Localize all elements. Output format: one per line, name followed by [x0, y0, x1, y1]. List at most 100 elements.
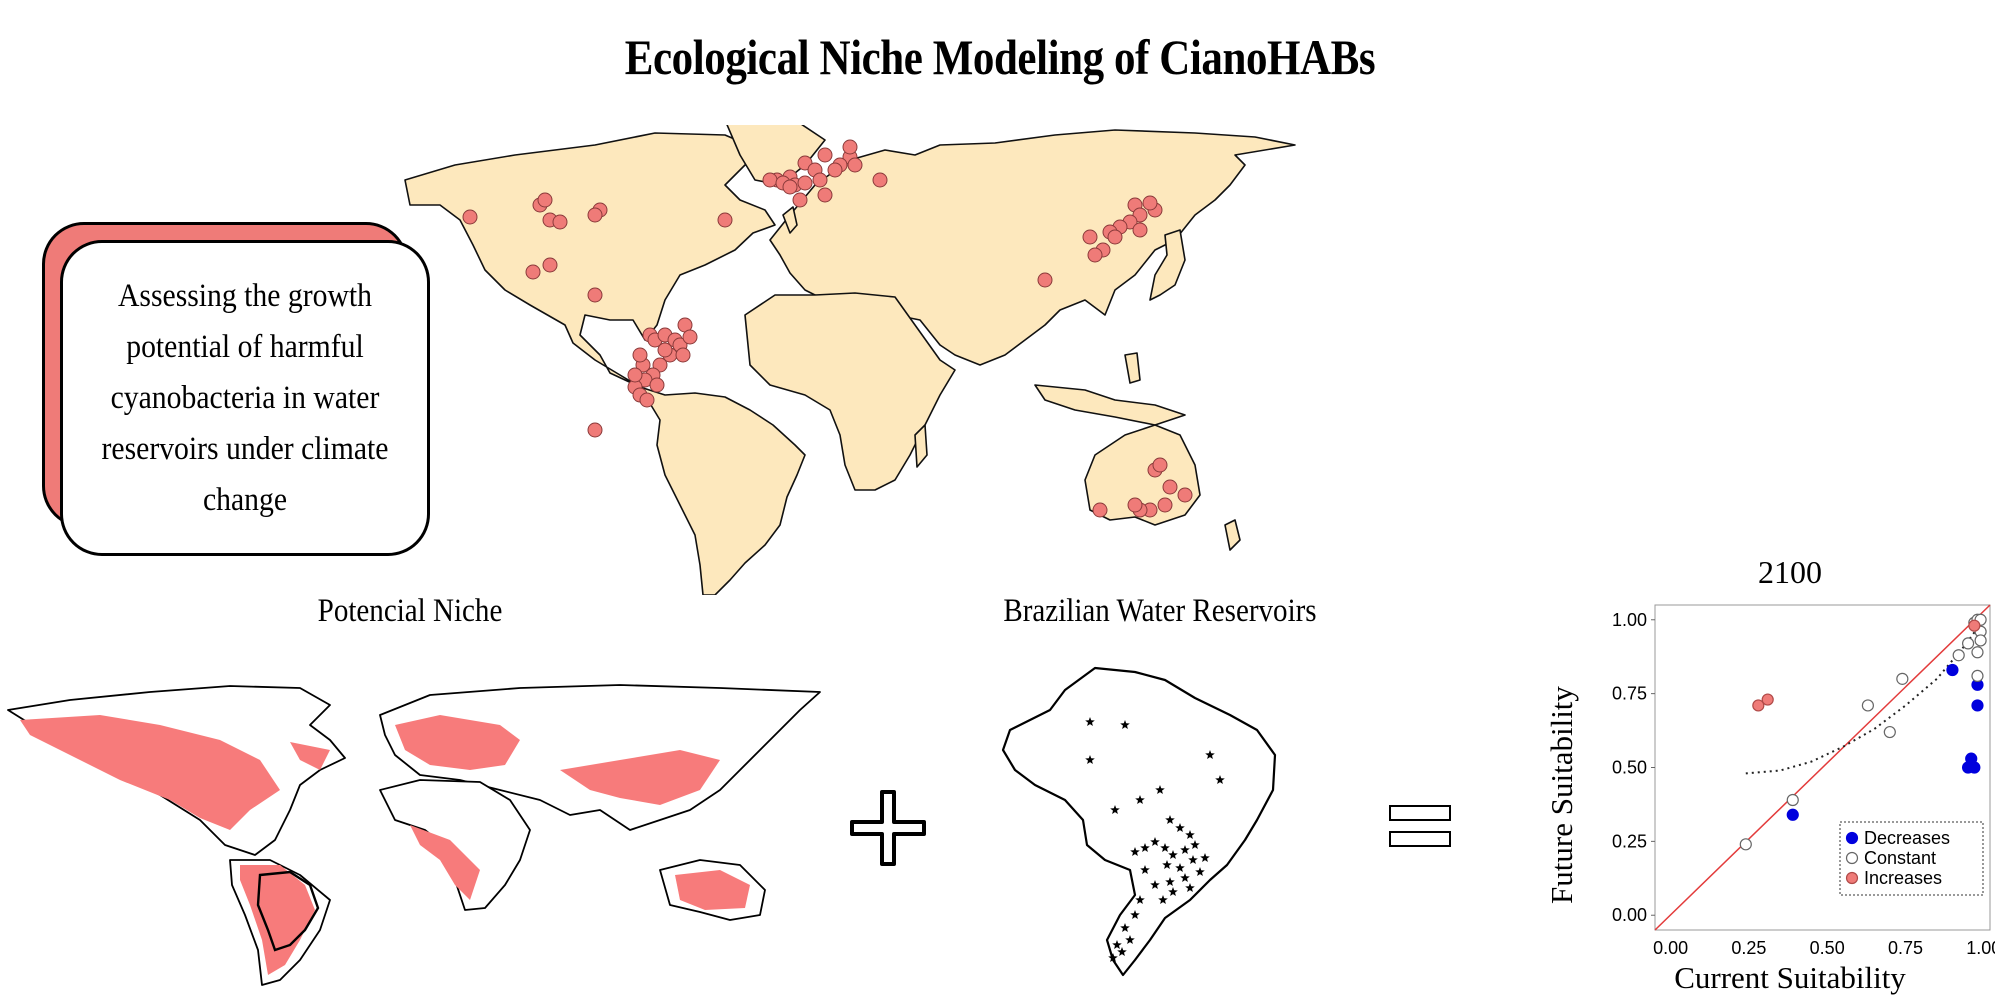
occurrence-point — [827, 162, 843, 178]
callout-text: Assessing the growth potential of harmfu… — [101, 277, 389, 518]
x-tick-label: 0.75 — [1888, 938, 1923, 958]
occurrence-point — [587, 422, 603, 438]
occurrence-point — [675, 347, 691, 363]
occurrence-point — [792, 192, 808, 208]
reservoir-star — [1150, 880, 1160, 889]
reservoir-star — [1165, 877, 1175, 886]
y-tick-label: 0.00 — [1612, 905, 1647, 925]
reservoir-star — [1185, 883, 1195, 892]
occurrence-point — [717, 212, 733, 228]
reservoirs-panel-title: Brazilian Water Reservoirs — [1003, 593, 1317, 629]
point-constant — [1974, 634, 1987, 647]
reservoir-star — [1150, 837, 1160, 846]
point-constant — [1952, 649, 1965, 662]
reservoir-star — [1085, 755, 1095, 764]
occurrence-point — [812, 172, 828, 188]
y-axis-label: Future Suitability — [1544, 686, 1579, 904]
reservoir-star — [1135, 895, 1145, 904]
occurrence-point — [682, 329, 698, 345]
occurrence-point — [1092, 502, 1108, 518]
occurrence-point — [587, 207, 603, 223]
chart-title: 2100 — [1758, 554, 1822, 590]
point-constant — [1883, 725, 1896, 739]
reservoir-star — [1168, 887, 1178, 896]
reservoir-star — [1085, 717, 1095, 726]
point-decreases — [1946, 663, 1959, 677]
world-landmass — [404, 125, 1296, 595]
point-constant — [1739, 838, 1752, 851]
occurrence-point — [649, 377, 665, 393]
occurrence-point — [552, 214, 568, 230]
occurrence-point — [537, 192, 553, 208]
occurrence-point — [542, 257, 558, 273]
occurrence-point — [627, 367, 643, 383]
reservoir-star — [1165, 815, 1175, 824]
reservoir-star — [1108, 953, 1118, 962]
occurrence-point — [1037, 272, 1053, 288]
reservoir-star — [1180, 873, 1190, 882]
page-title: Ecological Niche Modeling of CianoHABs — [624, 29, 1376, 85]
legend-label: Decreases — [1864, 828, 1950, 848]
reservoir-star — [1130, 847, 1140, 856]
niche-panel-title: Potencial Niche — [317, 593, 503, 629]
occurrence-point — [525, 264, 541, 280]
reservoir-star — [1160, 843, 1170, 852]
reservoir-star — [1112, 940, 1122, 949]
reservoir-star — [1158, 895, 1168, 904]
point-constant — [1786, 793, 1799, 807]
point-constant — [1971, 646, 1984, 659]
point-constant — [1861, 699, 1874, 712]
occurrence-point — [842, 139, 858, 155]
occurrence-point — [1107, 229, 1123, 245]
point-constant — [1961, 637, 1975, 650]
reservoir-star — [1110, 805, 1120, 814]
occurrence-point — [1132, 222, 1148, 238]
equals-operator — [1389, 805, 1451, 847]
reservoir-star — [1130, 910, 1140, 919]
reservoir-star — [1120, 923, 1130, 932]
occurrence-point — [1127, 497, 1143, 513]
callout-box: Assessing the growth potential of harmfu… — [60, 240, 430, 556]
reservoir-star — [1162, 860, 1172, 869]
x-tick-label: 0.50 — [1810, 938, 1845, 958]
occurrence-point — [782, 179, 798, 195]
reservoir-star — [1195, 867, 1205, 876]
point-constant — [1896, 672, 1909, 685]
reservoir-star — [1140, 865, 1150, 874]
occurrence-point — [639, 392, 655, 408]
point-increases — [1968, 619, 1981, 632]
legend-marker — [1845, 871, 1859, 885]
occurrence-point — [1162, 479, 1178, 495]
occurrence-point — [797, 175, 813, 191]
occurrence-point — [657, 342, 673, 358]
x-tick-label: 0.25 — [1731, 938, 1766, 958]
legend-label: Increases — [1864, 868, 1942, 888]
legend-marker — [1845, 851, 1859, 865]
occurrence-point — [762, 172, 778, 188]
reservoir-star — [1205, 750, 1215, 759]
occurrence-point — [1152, 457, 1168, 473]
point-increases — [1752, 699, 1765, 712]
y-tick-label: 0.50 — [1612, 758, 1647, 778]
reservoir-star — [1190, 840, 1200, 849]
potential-niche-map — [7, 684, 821, 986]
reservoir-star — [1185, 830, 1195, 839]
identity-line — [1654, 604, 1991, 931]
point-constant — [1971, 669, 1984, 683]
reservoir-star — [1175, 863, 1185, 872]
legend-marker — [1845, 831, 1859, 845]
occurrence-point — [632, 347, 648, 363]
occurrence-point — [587, 287, 603, 303]
occurrence-point — [462, 209, 478, 225]
reservoir-star — [1117, 947, 1127, 956]
reservoir-star — [1168, 850, 1178, 859]
reservoir-star — [1175, 823, 1185, 832]
y-tick-label: 0.25 — [1612, 831, 1647, 851]
reservoir-star — [1180, 845, 1190, 854]
point-decreases — [1971, 699, 1984, 712]
occurrence-point — [817, 187, 833, 203]
plot-area: 0.00 0.00 0.25 0.25 0.50 0.50 0.75 0.75 1.00 1.00… — [1612, 604, 1995, 958]
y-tick-label: 1.00 — [1612, 610, 1647, 630]
legend-label: Constant — [1864, 848, 1936, 868]
occurrence-point — [1142, 195, 1158, 211]
